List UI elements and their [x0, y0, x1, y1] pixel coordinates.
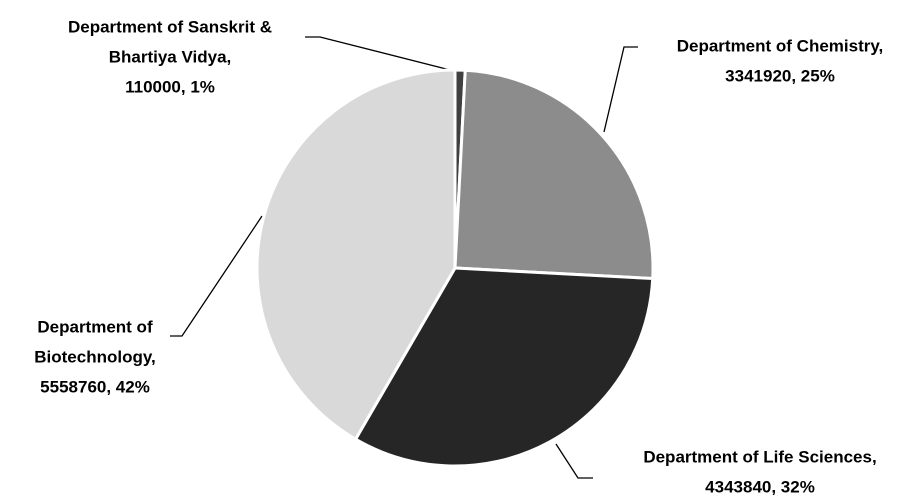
leader-line	[305, 36, 459, 73]
leader-line	[603, 46, 638, 133]
pie-slice	[353, 266, 655, 468]
pie-slice	[453, 68, 655, 281]
data-label: Biotechnology,	[34, 347, 156, 366]
data-label: Department of Sanskrit &	[68, 17, 272, 36]
data-label: 4343840, 32%	[705, 477, 815, 496]
data-label: Department of Chemistry,	[677, 36, 884, 55]
data-label: Bhartiya Vidya,	[109, 47, 232, 66]
data-label: Department of	[37, 317, 153, 336]
data-label: Department of Life Sciences,	[643, 447, 876, 466]
data-label: 3341920, 25%	[725, 66, 835, 85]
pie-slice	[255, 68, 457, 442]
leader-line	[555, 443, 593, 479]
data-label: 110000, 1%	[125, 77, 215, 96]
leader-line	[170, 215, 263, 337]
data-label: 5558760, 42%	[40, 377, 150, 396]
